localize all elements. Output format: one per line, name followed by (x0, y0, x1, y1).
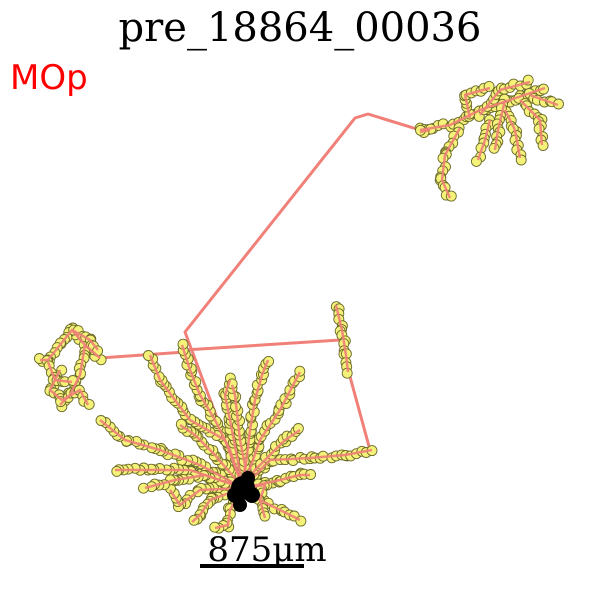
ur-branch-overlay (440, 127, 462, 199)
neuron-node (515, 154, 527, 166)
scale-bar (200, 564, 304, 568)
main-branch-overlay (241, 371, 302, 489)
ur-branch-overlay (519, 99, 544, 146)
neuron-node (537, 140, 549, 151)
ur-branch-overlay (493, 99, 507, 151)
scale-bar-label: 875μm (207, 530, 327, 570)
ur-branch-overlay (419, 86, 546, 132)
neuron-nodes (33, 74, 564, 534)
main-branch-overlay (223, 379, 245, 489)
neuron-node (111, 465, 123, 477)
long-edge-1 (183, 112, 421, 489)
main-branch-overlay (241, 359, 270, 489)
ur-branch-overlay (419, 128, 431, 134)
soma-blob (233, 498, 247, 512)
ur-branch-overlay (476, 119, 492, 161)
soma-blob (244, 487, 260, 503)
left-branch-overlay (71, 328, 99, 351)
neuron-node (294, 365, 306, 377)
mid-branch-overlay (334, 304, 350, 373)
figure-title: pre_18864_00036 (118, 5, 482, 51)
main-branch-overlay (168, 486, 244, 507)
ur-branch-overlay (503, 109, 522, 159)
left-branch-overlay (46, 361, 73, 384)
main-branch-overlay (191, 486, 244, 523)
ur-branch-overlay (479, 80, 531, 116)
main-branch-overlay (242, 448, 373, 489)
neuron-node (292, 423, 304, 434)
ur-branch-overlay (463, 86, 491, 119)
main-branch-overlay (144, 473, 244, 490)
left-branch-overlay (40, 328, 101, 362)
main-branch-overlay (179, 423, 244, 489)
main-branch-overlay (99, 419, 244, 490)
main-branch-overlay (242, 473, 310, 490)
main-branch-overlay (148, 354, 245, 489)
ur-branch-overlay (529, 93, 559, 107)
soma-blob (241, 471, 255, 485)
soma-marker (227, 471, 260, 512)
long-edge-3 (99, 350, 186, 360)
region-label: MOp (10, 58, 88, 98)
left-branch-overlay (59, 344, 87, 406)
left-branch-overlay (48, 369, 90, 406)
